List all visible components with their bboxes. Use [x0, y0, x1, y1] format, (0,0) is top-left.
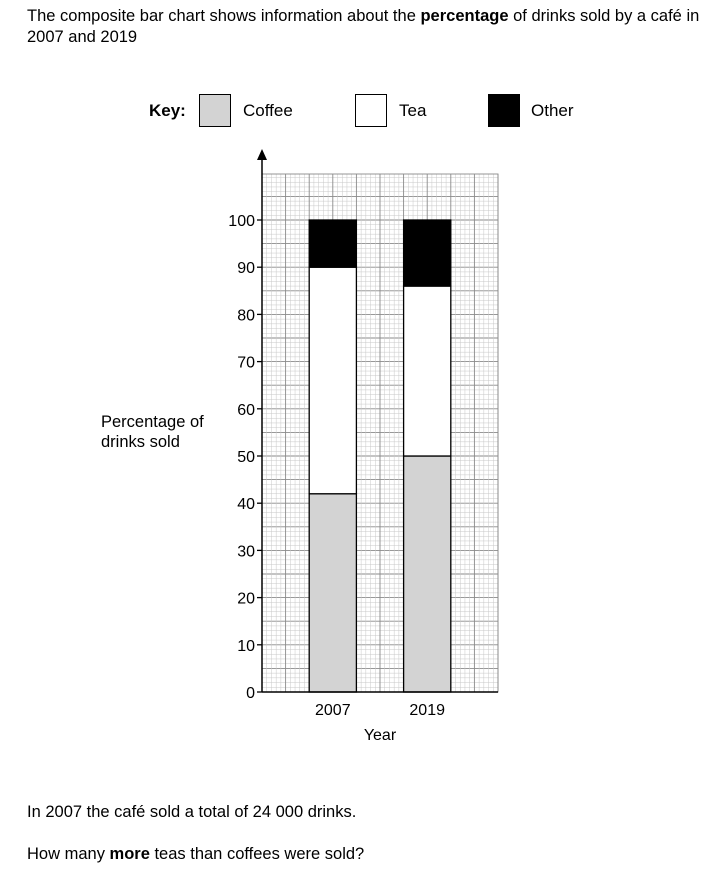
- y-tick-label: 30: [237, 543, 255, 560]
- key-label-tea: Tea: [399, 101, 427, 120]
- y-axis-label: Percentage of drinks sold: [101, 413, 204, 451]
- x-tick-label-2007: 2007: [315, 702, 351, 719]
- y-tick-label: 60: [237, 402, 255, 419]
- y-tick-label: 10: [237, 638, 255, 655]
- y-tick-label: 0: [246, 685, 255, 702]
- x-tick-label-2019: 2019: [409, 702, 445, 719]
- question-line-2: How many more teas than coffees were sol…: [27, 845, 364, 864]
- question-line-1: In 2007 the café sold a total of 24 000 …: [27, 803, 357, 821]
- y-tick-label: 20: [237, 591, 255, 608]
- y-tick-label: 50: [237, 449, 255, 466]
- x-axis-label: Year: [364, 727, 397, 744]
- bar-coffee-2019: [402, 455, 452, 693]
- y-axis-arrow: [257, 149, 267, 160]
- key-label-other: Other: [531, 101, 574, 120]
- key-label: Key:: [149, 101, 186, 120]
- bar-coffee-2007: [308, 493, 358, 693]
- bar-other-2007: [308, 219, 358, 268]
- key-swatch-other: [488, 94, 520, 127]
- intro-text: The composite bar chart shows informatio…: [27, 6, 717, 48]
- key-label-coffee: Coffee: [243, 101, 293, 120]
- y-tick-label: 80: [237, 307, 255, 324]
- bar-tea-2019: [402, 285, 452, 457]
- y-tick-label: 70: [237, 355, 255, 372]
- bar-tea-2007: [308, 266, 358, 495]
- y-tick-label: 90: [237, 260, 255, 277]
- intro-bold: percentage: [420, 7, 509, 25]
- intro-part2: of drinks sold by a café in 2007 and 201…: [27, 7, 700, 46]
- bar-other-2019: [402, 219, 452, 287]
- key-swatch-coffee: [199, 94, 231, 127]
- intro-part1: The composite bar chart shows informatio…: [27, 7, 421, 25]
- question-part2: teas than coffees were sold?: [149, 845, 365, 863]
- question-part1: How many: [27, 845, 110, 863]
- key-swatch-tea: [355, 94, 387, 127]
- question-bold: more: [109, 845, 150, 863]
- y-tick-label: 40: [237, 496, 255, 513]
- y-tick-label: 100: [228, 213, 255, 230]
